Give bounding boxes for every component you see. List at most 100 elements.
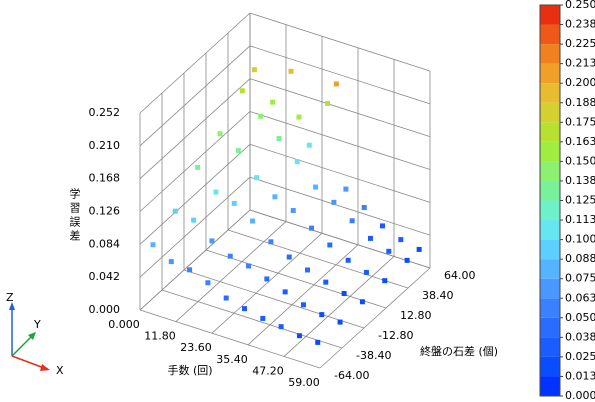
colorbar-band <box>540 259 560 279</box>
y-tick-label: 12.80 <box>400 309 432 322</box>
grid-line <box>283 256 395 357</box>
colorbar-band <box>540 5 560 25</box>
z-axis-label: 学習誤差 <box>68 187 81 244</box>
y-axis-label: 終盤の石差 (個) <box>420 344 498 358</box>
data-point <box>239 88 245 94</box>
grid-line <box>139 45 251 147</box>
data-point <box>217 131 223 137</box>
data-point <box>258 113 264 119</box>
grid-line <box>249 12 431 72</box>
data-point <box>282 289 288 295</box>
grid-line <box>139 12 251 114</box>
grid-line <box>205 249 387 309</box>
data-point <box>276 136 282 142</box>
colorbar-tick-label: 0.213 <box>565 57 595 70</box>
data-point <box>361 204 367 210</box>
x-axis-label: 手数 (回) <box>167 363 212 377</box>
data-point <box>150 242 156 248</box>
colorbar-band <box>540 44 560 64</box>
colorbar-band <box>540 220 560 240</box>
colorbar-tick-label: 0.225 <box>565 37 595 50</box>
colorbar-tick-label: 0.025 <box>565 350 595 363</box>
axis-triad: Z Y X <box>6 291 64 377</box>
data-point <box>319 312 325 318</box>
triad-y-arrow <box>11 335 33 357</box>
colorbar-band <box>540 298 560 318</box>
grid-line <box>139 111 251 212</box>
colorbar-band <box>540 239 560 260</box>
data-point <box>227 253 233 259</box>
data-point <box>172 208 178 214</box>
colorbar-band <box>540 200 560 221</box>
data-point <box>213 189 219 195</box>
data-point <box>380 223 386 229</box>
data-point <box>333 81 339 87</box>
colorbar-tick-label: 0.000 <box>565 389 595 402</box>
data-point <box>195 164 201 170</box>
data-point <box>349 218 355 224</box>
grid-line <box>139 78 251 179</box>
grid-line <box>249 209 431 269</box>
data-point <box>345 257 351 263</box>
grid-line <box>249 143 431 203</box>
colorbar-tick-label: 0.100 <box>565 233 595 246</box>
y-tick-label: -12.80 <box>378 329 413 342</box>
grid-line <box>249 78 431 138</box>
colorbar-tick-label: 0.063 <box>565 291 595 304</box>
data-point <box>386 248 392 254</box>
colorbar-tick-label: 0.238 <box>565 18 595 31</box>
grid-line <box>139 176 251 278</box>
colorbar-band <box>540 337 560 357</box>
colorbar-band <box>540 180 560 201</box>
grid-line <box>247 244 359 346</box>
grid-line <box>139 144 251 245</box>
data-point <box>300 302 306 308</box>
data-point <box>331 199 337 205</box>
data-point <box>313 184 319 190</box>
data-point <box>235 148 241 154</box>
grid-line <box>139 309 321 369</box>
data-point <box>363 269 369 275</box>
data-point <box>268 239 274 245</box>
data-point <box>398 237 404 243</box>
data-point <box>343 186 349 192</box>
data-point <box>231 200 237 206</box>
data-point <box>325 100 331 106</box>
colorbar-tick-label: 0.075 <box>565 272 595 285</box>
triad-z-label: Z <box>6 291 14 304</box>
data-point <box>168 259 174 265</box>
colorbar-band <box>540 122 560 142</box>
triad-x-arrow <box>11 355 45 369</box>
data-point <box>315 339 321 345</box>
data-point <box>264 276 270 282</box>
colorbar-band <box>540 141 560 162</box>
data-point <box>278 324 284 330</box>
grid-line <box>139 209 251 311</box>
colorbar-band <box>540 24 560 45</box>
data-point <box>306 142 312 148</box>
colorbar-band <box>540 161 560 181</box>
x-tick-label: 0.000 <box>108 318 140 331</box>
data-point <box>323 279 329 285</box>
grid-line <box>211 232 323 334</box>
data-point <box>341 291 347 297</box>
data-point <box>251 67 257 73</box>
colorbar-tick-label: 0.200 <box>565 76 595 89</box>
colorbar-tick-label: 0.150 <box>565 154 595 167</box>
y-tick-label: 64.00 <box>444 269 476 282</box>
colorbar-band <box>540 317 560 338</box>
grid-line <box>161 289 343 349</box>
colorbar-tick-label: 0.125 <box>565 194 595 207</box>
z-tick-label: 0.000 <box>89 303 121 316</box>
z-tick-label: 0.210 <box>89 139 121 152</box>
z-tick-label: 0.252 <box>89 106 121 119</box>
data-point <box>404 257 410 263</box>
colorbar-tick-label: 0.175 <box>565 115 595 128</box>
data-point <box>359 299 365 305</box>
y-tick-label: 38.40 <box>422 289 454 302</box>
data-point <box>246 263 252 269</box>
colorbar-tick-label: 0.088 <box>565 252 595 265</box>
data-point <box>367 235 373 241</box>
data-point <box>296 114 302 120</box>
